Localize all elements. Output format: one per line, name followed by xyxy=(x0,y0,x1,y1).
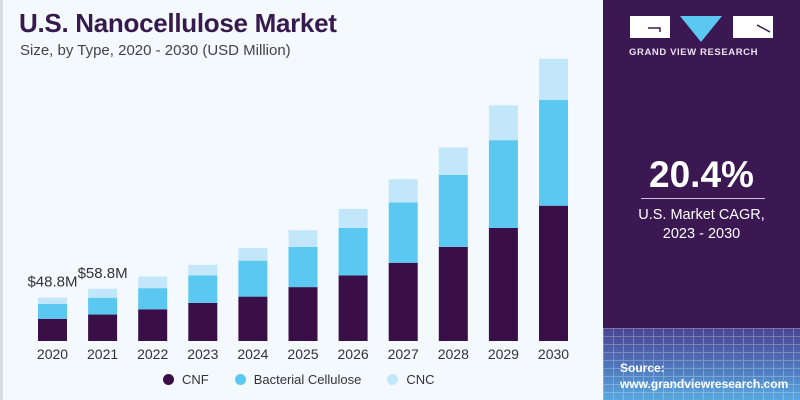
bar-bacterial-cellulose-2026 xyxy=(338,227,368,276)
bar-cnf-2021 xyxy=(88,314,118,341)
bar-cnc-2027 xyxy=(388,179,418,203)
source-url[interactable]: www.grandviewresearch.com xyxy=(620,377,789,391)
bar-cnc-2022 xyxy=(138,276,168,289)
legend-label: Bacterial Cellulose xyxy=(253,372,362,387)
bar-cnf-2025 xyxy=(288,287,318,341)
bar-cnf-2030 xyxy=(539,205,568,341)
x-tick-label: 2030 xyxy=(538,346,569,362)
bar-bacterial-cellulose-2023 xyxy=(188,275,218,303)
bar-cnc-2030 xyxy=(539,58,568,101)
bar-cnf-2026 xyxy=(338,275,368,341)
bar-bacterial-cellulose-2021 xyxy=(88,297,118,315)
bar-bacterial-cellulose-2029 xyxy=(488,140,518,228)
x-tick-label: 2023 xyxy=(187,346,218,362)
bar-cnf-2022 xyxy=(138,309,168,341)
cagr-label-line2: 2023 - 2030 xyxy=(662,226,741,242)
bar-bacterial-cellulose-2030 xyxy=(539,100,568,206)
bar-bacterial-cellulose-2028 xyxy=(438,174,468,247)
bar-cnc-2028 xyxy=(438,147,468,175)
legend-dot-icon xyxy=(387,374,399,385)
bar-bacterial-cellulose-2024 xyxy=(238,260,268,297)
bar-cnf-2020 xyxy=(38,318,67,341)
x-tick-label: 2026 xyxy=(338,346,369,362)
x-tick-label: 2025 xyxy=(287,346,318,362)
legend-item-cnc: CNC xyxy=(387,372,435,387)
divider xyxy=(641,198,765,199)
bar-cnc-2025 xyxy=(288,230,318,247)
source: Source: www.grandviewresearch.com xyxy=(620,360,788,392)
x-tick-label: 2029 xyxy=(488,346,519,362)
legend: CNF Bacterial Cellulose CNC xyxy=(163,372,461,387)
source-label: Source: xyxy=(620,361,665,375)
bar-cnf-2029 xyxy=(488,227,518,341)
stacked-bar-chart: 2020 2021 2022 2023 2024 2025 2026 2027 2028 2029… xyxy=(27,58,569,362)
x-tick-label: 2021 xyxy=(87,346,118,362)
bar-cnc-2023 xyxy=(188,264,218,276)
bar-cnf-2028 xyxy=(438,246,468,341)
brand-name: GRAND VIEW RESEARCH xyxy=(629,47,759,58)
x-tick-label: 2020 xyxy=(37,346,68,362)
cagr-label-line1: U.S. Market CAGR, xyxy=(638,207,765,223)
bar-cnc-2021 xyxy=(88,288,118,298)
bar-bacterial-cellulose-2025 xyxy=(288,246,318,288)
cagr-value: 20.4% xyxy=(649,154,754,195)
bar-cnf-2024 xyxy=(238,296,268,341)
legend-item-bacterial-cellulose: Bacterial Cellulose xyxy=(234,372,362,387)
chart-title: U.S. Nanocellulose Market xyxy=(19,8,337,38)
source-banner xyxy=(603,328,800,400)
legend-item-cnf: CNF xyxy=(163,372,209,387)
bar-cnc-2020 xyxy=(38,297,67,304)
bar-cnc-2029 xyxy=(488,105,518,141)
bar-bacterial-cellulose-2027 xyxy=(388,202,418,263)
bar-bacterial-cellulose-2020 xyxy=(38,303,67,319)
x-tick-label: 2022 xyxy=(137,346,168,362)
cagr-label: U.S. Market CAGR, 2023 - 2030 xyxy=(603,206,800,244)
legend-label: CNC xyxy=(406,372,435,387)
bar-bacterial-cellulose-2022 xyxy=(138,288,168,310)
gvr-logo-icon xyxy=(630,16,773,42)
bar-cnc-2026 xyxy=(338,208,368,228)
bar-cnc-2024 xyxy=(238,247,268,261)
x-tick-label: 2024 xyxy=(237,346,268,362)
x-tick-label: 2028 xyxy=(438,346,469,362)
bar-cnf-2027 xyxy=(388,262,418,341)
data-label-2020: $48.8M xyxy=(27,274,77,291)
legend-dot-icon xyxy=(234,374,246,385)
bar-cnf-2023 xyxy=(188,302,218,341)
chart-subtitle: Size, by Type, 2020 - 2030 (USD Million) xyxy=(20,42,291,59)
legend-dot-icon xyxy=(163,374,174,385)
x-tick-label: 2027 xyxy=(388,346,419,362)
legend-label: CNF xyxy=(182,372,209,387)
data-label-2021: $58.8M xyxy=(78,265,128,282)
